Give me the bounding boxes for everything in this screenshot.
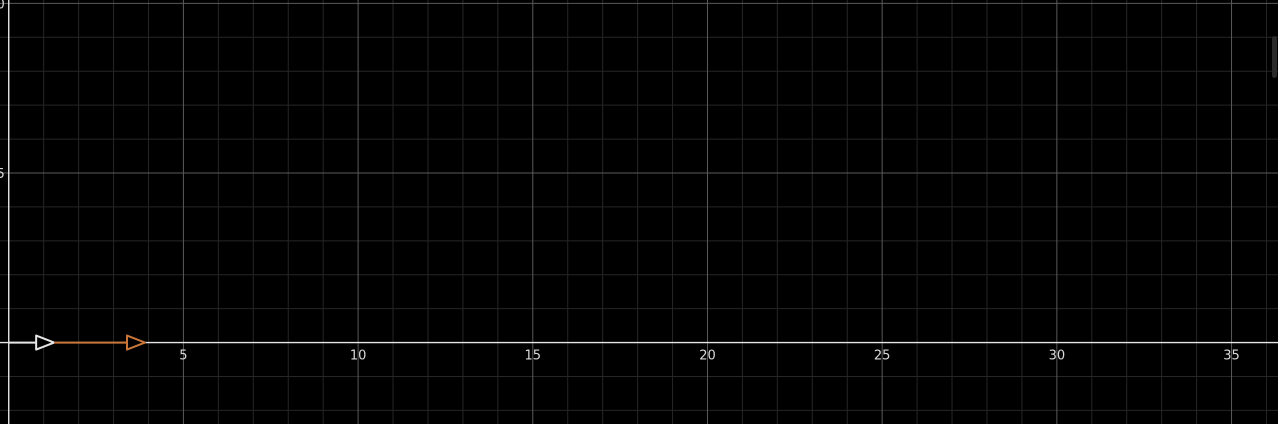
x-tick-label: 15 — [525, 349, 542, 364]
x-tick-label: 20 — [699, 349, 716, 364]
y-tick-label: 10 — [0, 0, 5, 12]
y-tick-label: 5 — [0, 167, 5, 182]
x-tick-label: 35 — [1223, 349, 1240, 364]
x-tick-label: 0 — [0, 349, 1, 364]
x-tick-label: 10 — [350, 349, 367, 364]
x-tick-label: 30 — [1049, 349, 1066, 364]
scrollbar-thumb[interactable] — [1272, 36, 1277, 78]
x-tick-label: 5 — [179, 349, 187, 364]
x-tick-label: 25 — [874, 349, 891, 364]
